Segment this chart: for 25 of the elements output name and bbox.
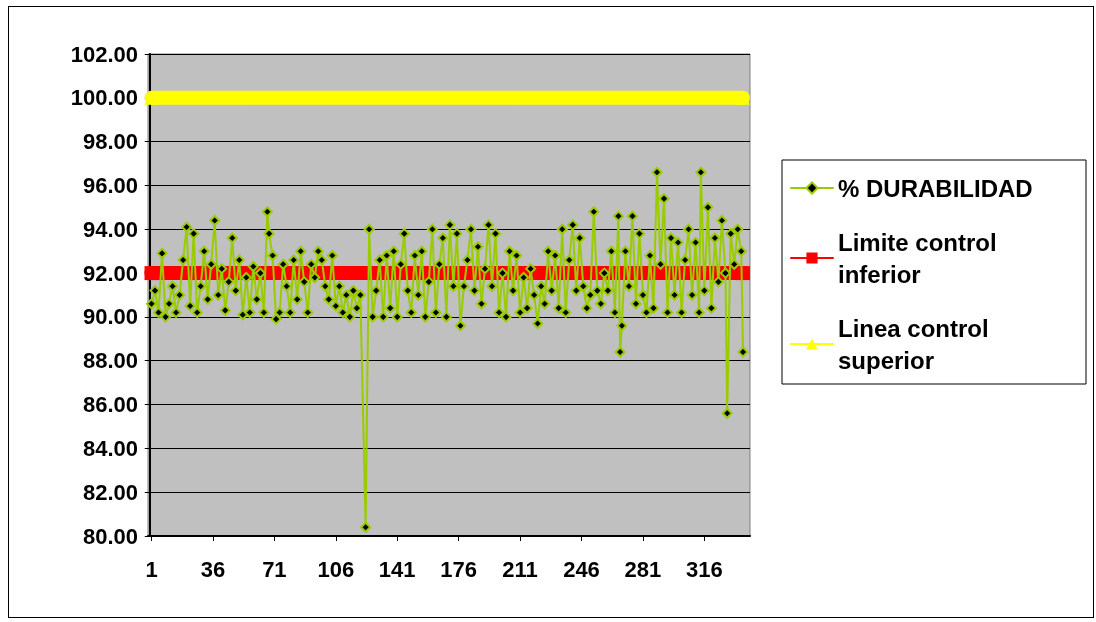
x-tick-label: 36	[200, 556, 226, 582]
x-tick-label: 316	[686, 556, 723, 582]
y-tick-label: 82.00	[82, 479, 138, 505]
x-tick-label: 176	[440, 556, 478, 582]
x-tick-label: 106	[317, 556, 355, 582]
y-tick-label: 84.00	[82, 435, 138, 461]
y-tick-label: 92.00	[82, 260, 138, 286]
y-tick-label: 98.00	[82, 129, 138, 155]
y-tick-label: 90.00	[82, 304, 138, 330]
x-tick-label: 281	[624, 556, 662, 582]
legend-label: % DURABILIDAD	[838, 174, 1033, 202]
y-tick-label: 100.00	[70, 85, 138, 111]
y-tick-label: 102.00	[70, 41, 138, 67]
y-tick-label: 96.00	[82, 172, 138, 198]
legend-label: Limite control inferior	[838, 228, 1004, 288]
legend-label: Linea control superior	[838, 314, 996, 374]
x-tick-label: 141	[378, 556, 416, 582]
y-tick-label: 94.00	[82, 216, 138, 242]
x-tick-label: 246	[563, 556, 600, 582]
y-tick-label: 88.00	[82, 348, 138, 374]
y-tick-label: 80.00	[82, 523, 138, 549]
x-tick-label: 1	[145, 556, 158, 582]
y-tick-label: 86.00	[82, 392, 138, 418]
x-tick-label: 211	[502, 556, 538, 582]
x-tick-label: 71	[262, 556, 287, 582]
